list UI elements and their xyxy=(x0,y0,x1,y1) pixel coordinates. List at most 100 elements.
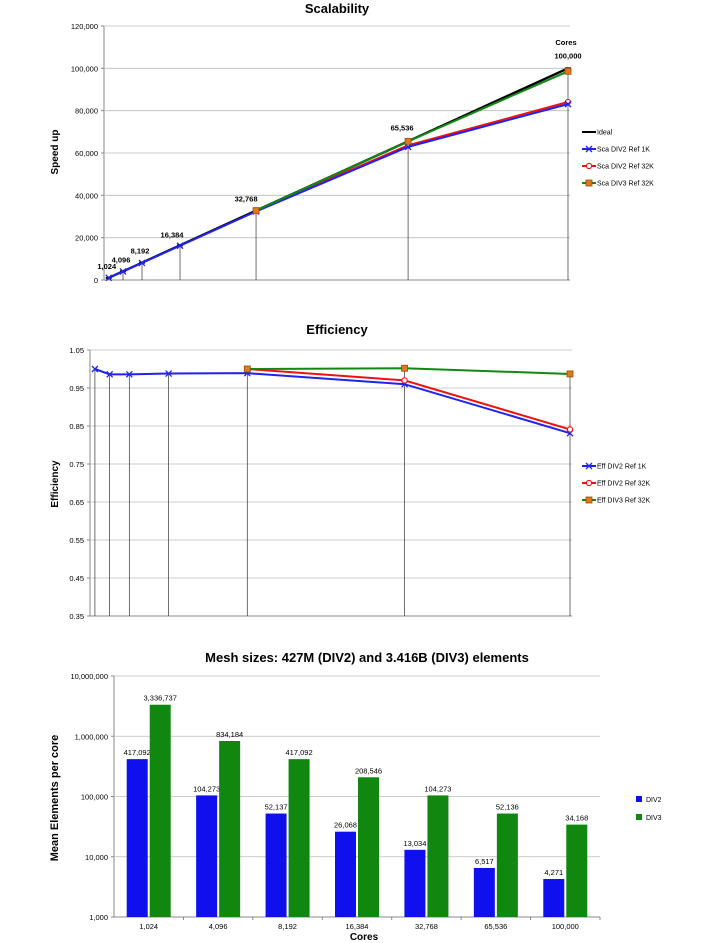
efficiency-y-tick-label: 0.95 xyxy=(69,384,84,393)
mesh-sizes-title: Mesh sizes: 427M (DIV2) and 3.416B (DIV3… xyxy=(205,650,529,665)
mesh-bar xyxy=(335,831,356,917)
mesh-legend-swatch xyxy=(636,814,642,820)
mesh-data-label: 104,273 xyxy=(424,784,451,793)
efficiency-y-tick-label: 0.45 xyxy=(69,574,84,583)
scalability-series-line xyxy=(108,103,569,279)
scalability-chart: Scalability Speed up Cores 0 20,000 40,000… xyxy=(50,1,654,285)
efficiency-data-point xyxy=(401,377,408,384)
scalability-legend-label: Sca DIV2 Ref 1K xyxy=(597,147,650,154)
scalability-point-label: 4,096 xyxy=(112,255,131,264)
mesh-data-label: 13,034 xyxy=(403,839,426,848)
scalability-data-point xyxy=(564,67,572,75)
mesh-data-label: 3,336,737 xyxy=(144,694,177,703)
efficiency-series-line xyxy=(94,368,571,435)
efficiency-y-tick-label: 0.85 xyxy=(69,422,84,431)
efficiency-y-tick-label: 0.75 xyxy=(69,460,84,469)
mesh-data-label: 6,517 xyxy=(475,857,494,866)
mesh-bar xyxy=(496,813,518,917)
scalability-point-label: 8,192 xyxy=(131,247,150,256)
mesh-x-tick-label: 8,192 xyxy=(278,922,297,931)
efficiency-data-point xyxy=(566,426,574,433)
efficiency-data-point xyxy=(125,370,133,378)
scalability-y-tick-label: 100,000 xyxy=(71,64,98,73)
efficiency-chart: Efficiency Efficiency 0.35 0.45 0.55 0.65 0.… xyxy=(50,322,651,621)
mesh-bar xyxy=(288,759,310,917)
scalability-y-tick-label: 0 xyxy=(94,276,98,285)
mesh-bar xyxy=(404,849,426,917)
scalability-point-label: 16,384 xyxy=(161,230,185,239)
mesh-bar xyxy=(196,795,218,917)
mesh-data-label: 52,136 xyxy=(496,803,519,812)
mesh-legend-swatch xyxy=(636,796,642,802)
scalability-data-point xyxy=(119,267,127,275)
efficiency-legend-label: Eff DIV2 Ref 1K xyxy=(597,464,647,471)
scalability-title: Scalability xyxy=(305,1,370,16)
efficiency-y-axis-label: Efficiency xyxy=(50,460,61,508)
mesh-legend-label: DIV3 xyxy=(646,815,662,822)
mesh-legend-label: DIV2 xyxy=(646,797,662,804)
scalability-legend-marker xyxy=(585,179,593,187)
mesh-data-label: 417,092 xyxy=(124,748,151,757)
mesh-bar xyxy=(149,704,171,917)
efficiency-data-point xyxy=(91,365,99,373)
mesh-data-label: 417,092 xyxy=(286,748,313,757)
mesh-data-label: 4,271 xyxy=(544,868,563,877)
scalability-data-point xyxy=(105,274,113,282)
scalability-data-point xyxy=(252,207,260,215)
scalability-y-tick-label: 60,000 xyxy=(75,149,98,158)
scalability-point-label: 65,536 xyxy=(391,123,414,132)
mesh-sizes-y-axis-label: Mean Elements per core xyxy=(49,735,61,862)
mesh-bar xyxy=(473,867,495,917)
scalability-data-point xyxy=(564,100,572,108)
scalability-y-axis-label: Speed up xyxy=(50,129,61,174)
mesh-bar xyxy=(427,795,449,917)
mesh-data-label: 26,068 xyxy=(334,821,357,830)
scalability-y-tick-label: 80,000 xyxy=(75,107,98,116)
mesh-bar xyxy=(358,777,379,917)
scalability-series-line xyxy=(255,101,569,212)
efficiency-y-tick-label: 0.65 xyxy=(69,498,84,507)
scalability-y-tick-label: 40,000 xyxy=(75,191,98,200)
efficiency-legend-label: Eff DIV2 Ref 32K xyxy=(597,481,651,488)
mesh-sizes-chart: Mesh sizes: 427M (DIV2) and 3.416B (DIV3… xyxy=(49,650,662,943)
scalability-legend-marker xyxy=(585,145,593,153)
efficiency-series-line xyxy=(247,368,571,431)
scalability-data-point xyxy=(176,242,184,250)
scalability-data-point xyxy=(138,259,146,267)
mesh-x-tick-label: 65,536 xyxy=(484,922,507,931)
scalability-data-point xyxy=(404,137,412,145)
scalability-y-tick-label: 120,000 xyxy=(71,22,98,31)
mesh-data-label: 34,168 xyxy=(565,814,588,823)
mesh-bar xyxy=(219,740,241,917)
scalability-legend-label: Sca DIV3 Ref 32K xyxy=(597,181,654,188)
mesh-y-tick-label: 1,000 xyxy=(89,913,108,922)
scalability-legend-label: Ideal xyxy=(597,130,613,137)
mesh-data-label: 104,273 xyxy=(193,784,220,793)
mesh-y-tick-label: 1,000,000 xyxy=(75,732,108,741)
scalability-point-label: 32,768 xyxy=(235,195,258,204)
efficiency-legend-marker xyxy=(585,462,593,470)
mesh-y-tick-label: 10,000,000 xyxy=(70,672,108,681)
mesh-data-label: 52,137 xyxy=(265,803,288,812)
efficiency-data-point xyxy=(401,364,408,372)
efficiency-legend-marker xyxy=(585,479,593,487)
efficiency-legend-marker xyxy=(585,496,593,504)
mesh-y-tick-label: 100,000 xyxy=(81,793,108,802)
efficiency-y-tick-label: 0.35 xyxy=(69,612,84,621)
efficiency-data-point xyxy=(165,370,173,378)
scalability-legend-label: Sca DIV2 Ref 32K xyxy=(597,164,654,171)
mesh-bar xyxy=(126,759,148,917)
efficiency-legend-label: Eff DIV3 Ref 32K xyxy=(597,498,651,505)
mesh-x-tick-label: 1,024 xyxy=(139,922,158,931)
mesh-bar xyxy=(566,824,588,917)
efficiency-data-point xyxy=(566,370,574,378)
efficiency-title: Efficiency xyxy=(306,322,368,337)
efficiency-data-point xyxy=(106,370,114,378)
mesh-data-label: 208,546 xyxy=(355,766,382,775)
mesh-x-tick-label: 32,768 xyxy=(415,922,438,931)
scalability-series-line xyxy=(255,70,569,212)
efficiency-y-tick-label: 0.55 xyxy=(69,536,84,545)
efficiency-y-tick-label: 1.05 xyxy=(69,346,84,355)
mesh-x-tick-label: 100,000 xyxy=(552,922,579,931)
